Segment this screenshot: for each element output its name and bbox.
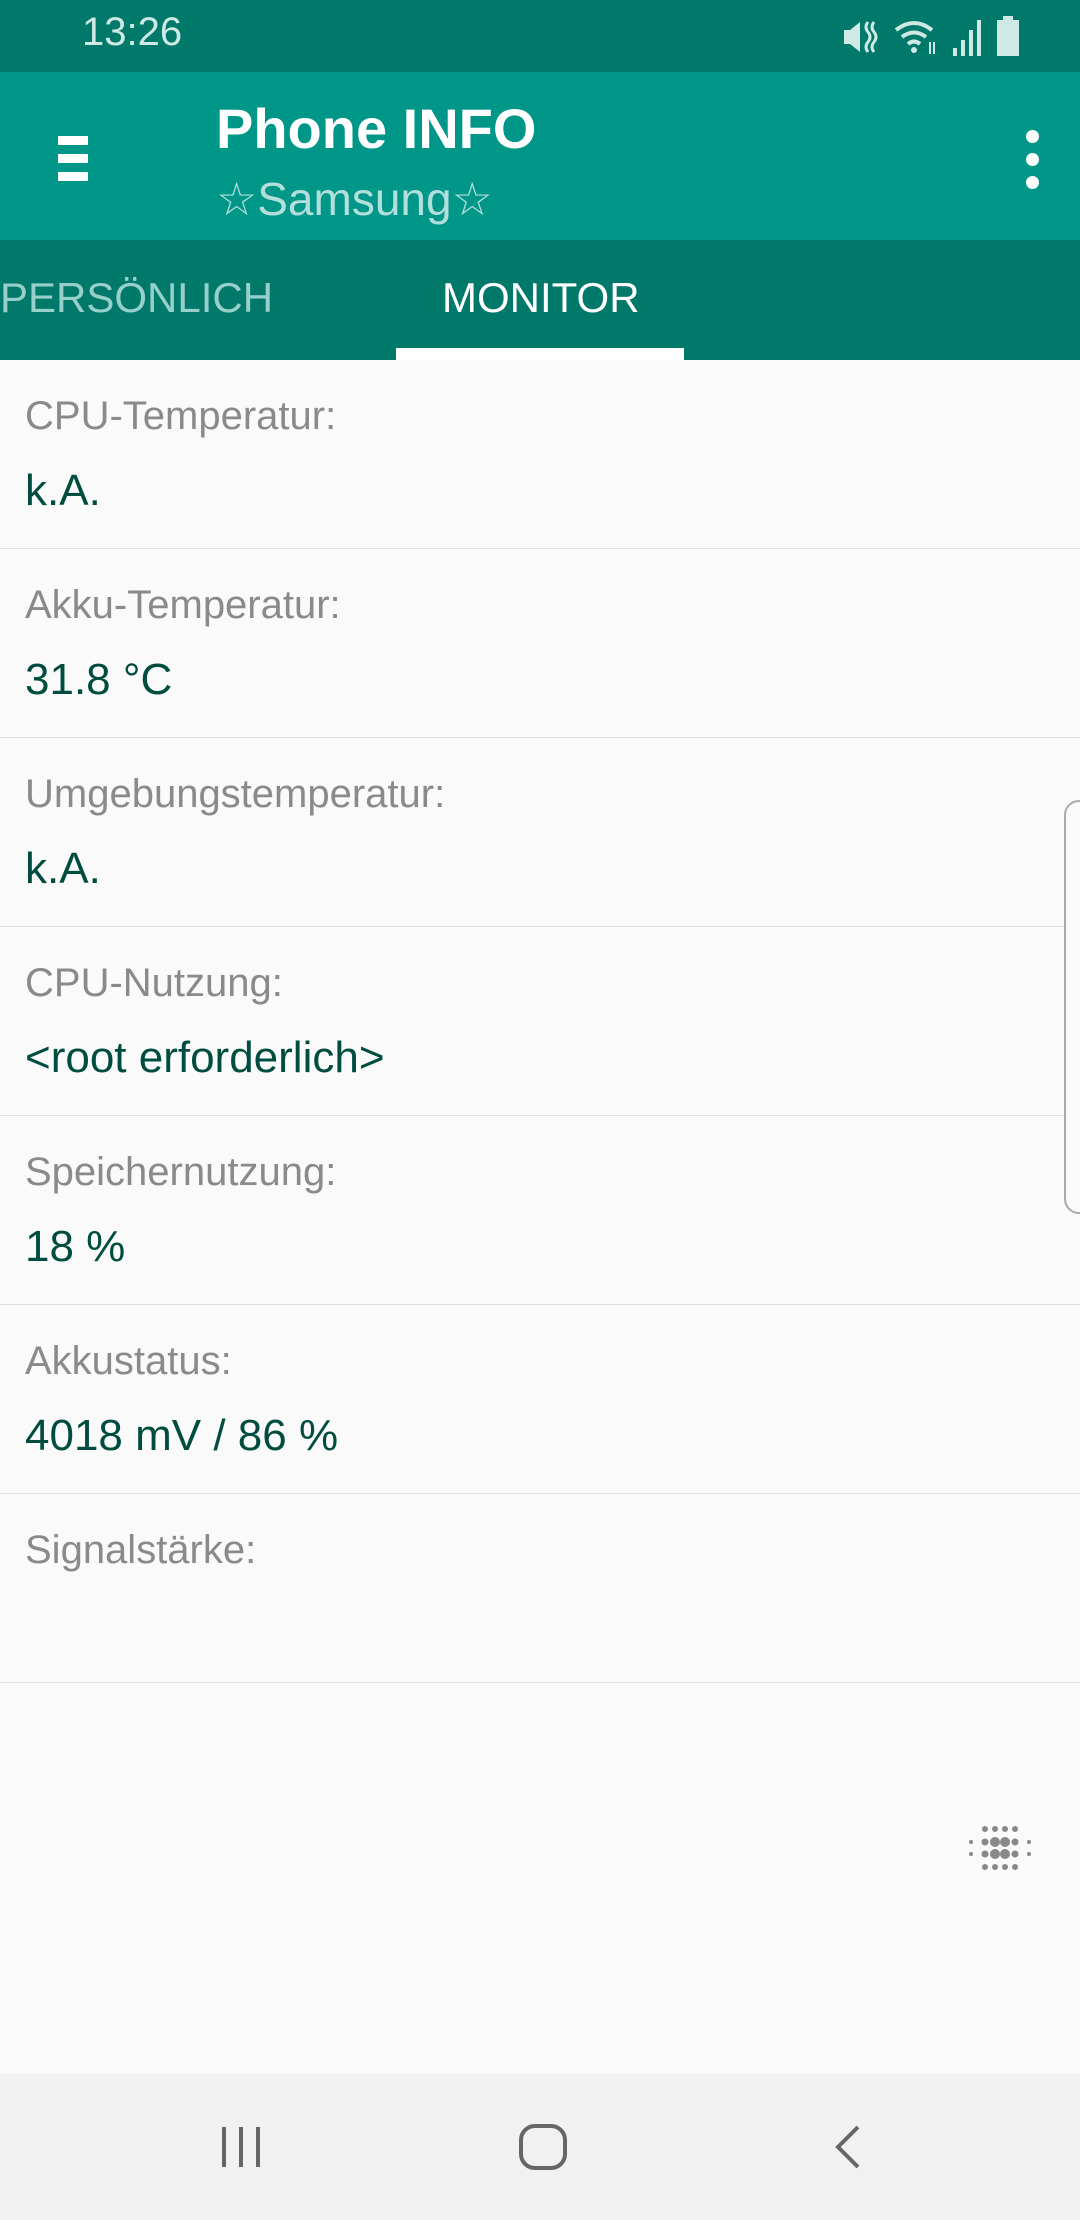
item-label: CPU-Temperatur: <box>25 394 337 438</box>
tab-persoenlich[interactable]: PERSÖNLICH <box>0 274 274 321</box>
item-value: 4018 mV / 86 % <box>25 1411 339 1460</box>
list-item-signal-strength: Signalstärke: <box>0 1494 1080 1683</box>
status-bar: 13:26 <box>0 0 1080 72</box>
recents-icon[interactable] <box>218 2124 264 2170</box>
app-bar: Phone INFO ☆Samsung☆ <box>0 72 1080 240</box>
signal-icon <box>953 20 981 56</box>
item-label: Signalstärke: <box>25 1528 257 1572</box>
navigation-bar <box>0 2074 1080 2220</box>
battery-icon <box>997 16 1019 56</box>
home-icon[interactable] <box>518 2124 568 2170</box>
status-time: 13:26 <box>82 10 183 54</box>
tab-bar: PERSÖNLICH MONITOR <box>0 240 1080 360</box>
floating-dots-icon[interactable] <box>965 1815 1035 1885</box>
item-value: 31.8 °C <box>25 655 173 704</box>
item-value: k.A. <box>25 466 101 515</box>
tab-indicator <box>396 348 684 360</box>
list-item-battery-temperature: Akku-Temperatur: 31.8 °C <box>0 549 1080 738</box>
item-value: <root erforderlich> <box>25 1033 385 1082</box>
app-title: Phone INFO <box>216 97 537 160</box>
item-label: CPU-Nutzung: <box>25 961 283 1005</box>
mute-vibrate-icon <box>844 21 878 53</box>
list-item-battery-status: Akkustatus: 4018 mV / 86 % <box>0 1305 1080 1494</box>
hamburger-icon[interactable] <box>58 136 88 190</box>
item-label: Akkustatus: <box>25 1339 232 1383</box>
item-value: k.A. <box>25 844 101 893</box>
item-label: Umgebungstemperatur: <box>25 772 446 816</box>
edge-panel-handle[interactable] <box>1064 800 1080 1214</box>
monitor-list: CPU-Temperatur: k.A. Akku-Temperatur: 31.8… <box>0 360 1080 1683</box>
list-item-cpu-temperature: CPU-Temperatur: k.A. <box>0 360 1080 549</box>
item-label: Speichernutzung: <box>25 1150 337 1194</box>
list-item-ambient-temperature: Umgebungstemperatur: k.A. <box>0 738 1080 927</box>
back-icon[interactable] <box>828 2124 868 2170</box>
more-vert-icon[interactable] <box>1026 130 1040 199</box>
item-value: 18 % <box>25 1222 126 1271</box>
tab-monitor[interactable]: MONITOR <box>442 274 640 321</box>
item-label: Akku-Temperatur: <box>25 583 341 627</box>
list-item-memory-usage: Speichernutzung: 18 % <box>0 1116 1080 1305</box>
wifi-icon <box>894 21 935 54</box>
list-item-cpu-usage: CPU-Nutzung: <root erforderlich> <box>0 927 1080 1116</box>
app-subtitle: ☆Samsung☆ <box>216 173 493 225</box>
